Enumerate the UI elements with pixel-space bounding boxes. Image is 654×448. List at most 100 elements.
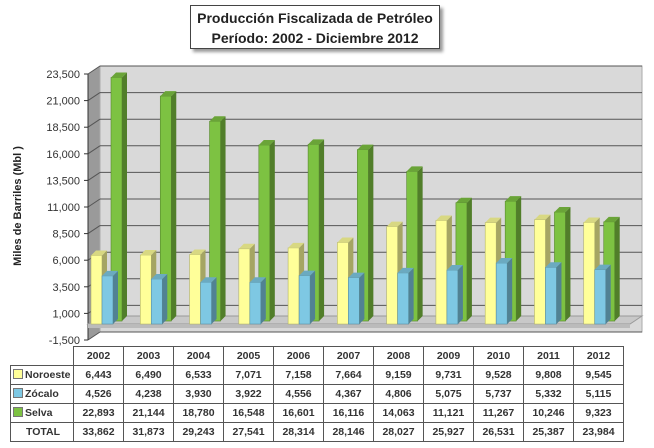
total-value: 25,927 — [423, 422, 474, 442]
bar-side — [211, 277, 217, 325]
data-label: 4,556 — [273, 384, 324, 404]
bar-side — [457, 265, 463, 325]
bar-top — [594, 264, 611, 270]
bar-side — [507, 257, 513, 325]
category-label: 2010 — [473, 346, 524, 366]
bar-side — [368, 144, 374, 322]
gridline-side — [87, 65, 101, 75]
bar-top — [258, 139, 275, 145]
total-value: 26,531 — [473, 422, 524, 442]
bar-top — [603, 216, 620, 222]
data-label: 4,238 — [123, 384, 174, 404]
y-tick-label: -1,500 — [49, 335, 80, 347]
bar-top — [348, 272, 365, 278]
category-label: 2002 — [73, 346, 124, 366]
bar-zócalo-2005 — [249, 277, 266, 325]
bar-side — [319, 139, 325, 322]
bar-top — [337, 237, 354, 243]
data-label: 9,528 — [473, 365, 524, 385]
data-label: 9,731 — [423, 365, 474, 385]
data-label: 4,526 — [73, 384, 124, 404]
bar-top — [209, 116, 226, 122]
legend-entry: Selva — [10, 403, 74, 423]
bar-top — [140, 249, 157, 255]
bar-front — [200, 281, 212, 325]
data-table: 2002 2003 2004 2005 2006 2007 2008 2009 2010 2011… — [10, 346, 624, 442]
y-tick-label: 8,500 — [52, 229, 80, 241]
y-tick-label: 1,000 — [52, 308, 80, 320]
gridline-side — [87, 331, 101, 341]
total-value: 31,873 — [123, 422, 174, 442]
gridline-side — [87, 118, 101, 128]
bar-front — [495, 262, 508, 325]
bar-top — [386, 221, 403, 227]
category-label: 2005 — [223, 346, 274, 366]
y-tick-label: 23,500 — [46, 69, 80, 81]
bar-side — [466, 197, 472, 322]
data-label: 16,116 — [323, 403, 374, 423]
data-label: 3,930 — [173, 384, 224, 404]
bar-front — [348, 277, 360, 325]
bar-selva-2002 — [110, 72, 127, 322]
y-tick-label: 3,500 — [52, 282, 80, 294]
bar-side — [171, 91, 177, 322]
bar-front — [534, 219, 546, 325]
bar-front — [189, 254, 201, 325]
y-tick-label: 6,000 — [52, 255, 80, 267]
bar-top — [299, 270, 316, 276]
data-label: 9,159 — [373, 365, 424, 385]
bar-front — [435, 220, 448, 325]
bar-selva-2005 — [258, 139, 275, 322]
data-label: 3,922 — [223, 384, 274, 404]
bar-side — [417, 166, 423, 322]
bar-zócalo-2011 — [545, 262, 562, 325]
data-label: 7,071 — [223, 365, 274, 385]
bar-top — [160, 91, 177, 97]
table-row: Selva 22,893 21,144 18,780 16,548 16,601 16,11… — [10, 403, 624, 423]
bar-zócalo-2012 — [594, 264, 611, 325]
bar-top — [238, 243, 255, 249]
legend-entry: Noroeste — [10, 365, 74, 385]
gridline-side — [87, 198, 101, 208]
total-value: 27,541 — [223, 422, 274, 442]
bar-zócalo-2004 — [200, 277, 217, 325]
bar-zócalo-2003 — [150, 273, 168, 325]
bar-side — [122, 72, 127, 322]
total-value: 28,314 — [273, 422, 324, 442]
bar-side — [408, 267, 414, 325]
bar-side — [310, 270, 316, 325]
bar-side — [565, 207, 571, 322]
bar-front — [298, 275, 311, 325]
bar-front — [386, 226, 398, 325]
data-label: 9,545 — [573, 365, 624, 385]
data-label: 18,780 — [173, 403, 224, 423]
total-value: 25,387 — [523, 422, 574, 442]
floor-edge — [88, 324, 630, 329]
data-label: 6,490 — [123, 365, 174, 385]
bar-side — [605, 264, 611, 325]
bar-zócalo-2006 — [298, 270, 316, 325]
category-label: 2007 — [323, 346, 374, 366]
bar-top — [91, 250, 107, 256]
bar-front — [594, 269, 607, 325]
bar-front — [101, 275, 114, 325]
data-label: 6,533 — [173, 365, 224, 385]
chart-title: Producción Fiscalizada de Petróleo — [197, 10, 433, 26]
bar-front — [583, 222, 596, 325]
y-tick-label: 11,000 — [47, 202, 80, 214]
y-tick-label: 18,500 — [46, 122, 80, 134]
bar-front — [397, 272, 409, 325]
data-label: 9,808 — [523, 365, 574, 385]
series-name: Noroeste — [25, 369, 71, 381]
category-label: 2004 — [173, 346, 224, 366]
total-value: 28,027 — [373, 422, 424, 442]
bar-top — [545, 262, 562, 268]
bar-top — [308, 139, 325, 145]
data-label: 5,075 — [423, 384, 474, 404]
bar-top — [102, 270, 118, 276]
bar-side — [113, 270, 118, 325]
chart-subtitle: Período: 2002 - Diciembre 2012 — [211, 30, 419, 46]
bar-top — [288, 242, 305, 248]
data-label: 5,737 — [473, 384, 524, 404]
